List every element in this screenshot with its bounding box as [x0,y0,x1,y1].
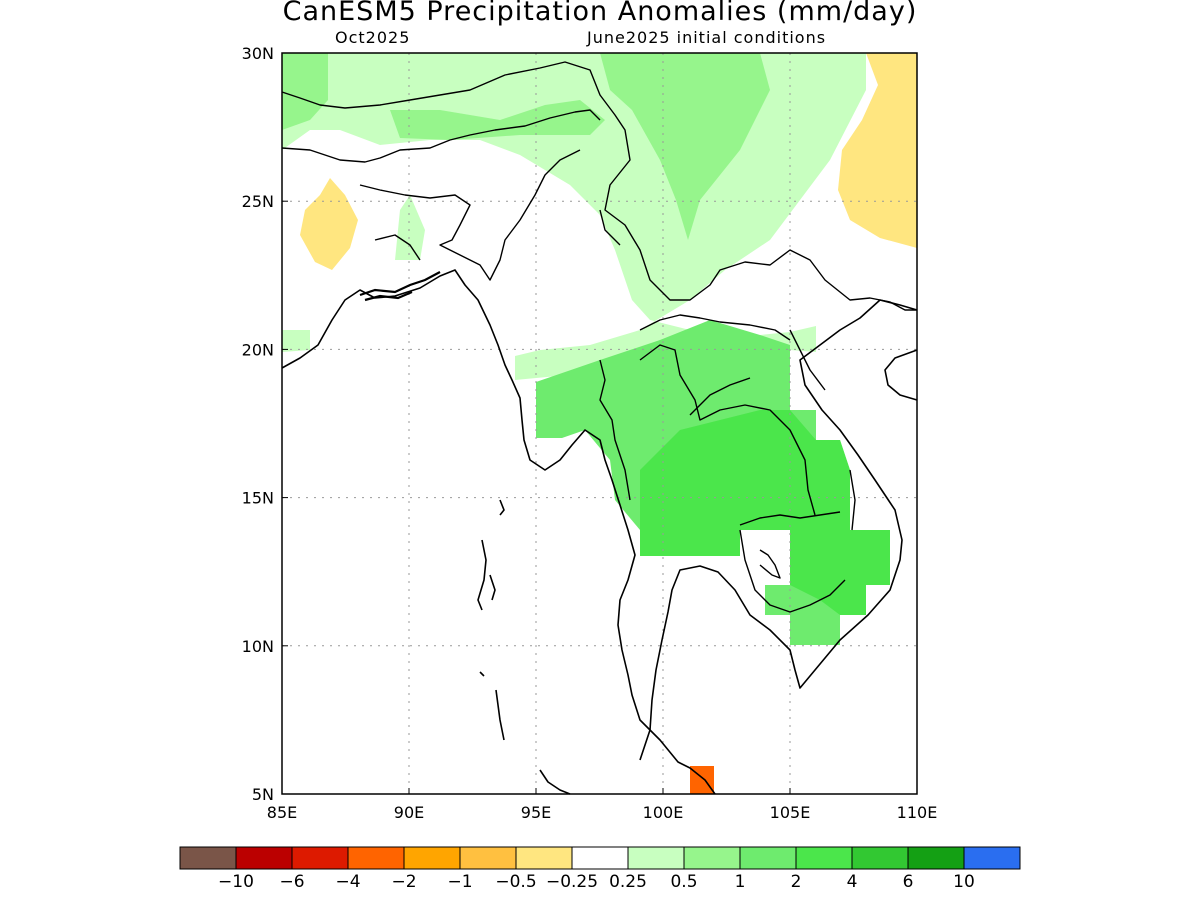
x-tick-label: 85E [267,803,297,822]
coastlines [281,269,918,795]
colorbar-swatch [571,846,629,870]
colorbar-label: −2 [391,872,417,892]
national-borders [281,61,917,613]
colorbar-swatch [795,846,853,870]
colorbar-label: −4 [335,872,361,892]
colorbar-label: −10 [218,872,254,892]
colorbar-label: −0.5 [495,872,537,892]
colorbar-swatch [739,846,797,870]
map-frame [281,52,918,795]
colorbar-swatch [347,846,405,870]
pale-green-region-bengal [395,195,425,260]
colorbar-label: 4 [846,872,858,892]
map-title: CanESM5 Precipitation Anomalies (mm/day) [282,0,918,27]
y-tick-label: 30N [242,44,274,63]
x-tick-label: 100E [643,803,684,822]
pale-green-region-west [282,330,310,352]
yellow-region-east [838,53,917,248]
colorbar-label: 2 [790,872,802,892]
colorbar-swatch [907,846,965,870]
colorbar-swatch [851,846,909,870]
ganges-delta [359,271,441,302]
green-region-core [640,410,890,615]
y-tick-label: 20N [242,340,274,359]
colorbar-swatch [179,846,237,870]
colorbar-label: −6 [279,872,305,892]
y-tick-label: 5N [252,785,274,804]
light-green-region-north [600,53,770,240]
colorbar-swatch [515,846,573,870]
x-tick-label: 95E [521,803,551,822]
grid-lines [282,53,917,794]
colorbar-label: 0.25 [609,872,647,892]
forecast-month: Oct2025 [335,28,411,47]
colorbar-label: 6 [902,872,914,892]
x-tick-label: 105E [770,803,811,822]
colorbar-swatch [403,846,461,870]
colorbar-swatch [291,846,349,870]
yellow-region-west [300,178,358,270]
colorbar-swatch [627,846,685,870]
colorbar-swatch [459,846,517,870]
anomaly-shading [282,53,917,794]
colorbar-label: 10 [953,872,975,892]
y-tick-label: 10N [242,637,274,656]
x-tick-label: 90E [394,803,424,822]
colorbar-label: −0.25 [545,872,599,892]
colorbar-label: −1 [447,872,473,892]
y-tick-label: 15N [242,489,274,508]
axis-ticks: 85E 90E 95E 100E 105E 110E 30N 25N 20N 15N 10N 5N [242,44,938,822]
colorbar-label: 1 [734,872,746,892]
light-green-region-northwest [282,53,328,130]
colorbar [179,846,1021,870]
initial-conditions: June2025 initial conditions [587,28,827,47]
colorbar-swatch [683,846,741,870]
y-tick-label: 25N [242,192,274,211]
light-green-region-tibet [390,100,605,140]
colorbar-swatch [963,846,1021,870]
colorbar-label: 0.5 [670,872,698,892]
colorbar-swatch [235,846,293,870]
x-tick-label: 110E [897,803,938,822]
